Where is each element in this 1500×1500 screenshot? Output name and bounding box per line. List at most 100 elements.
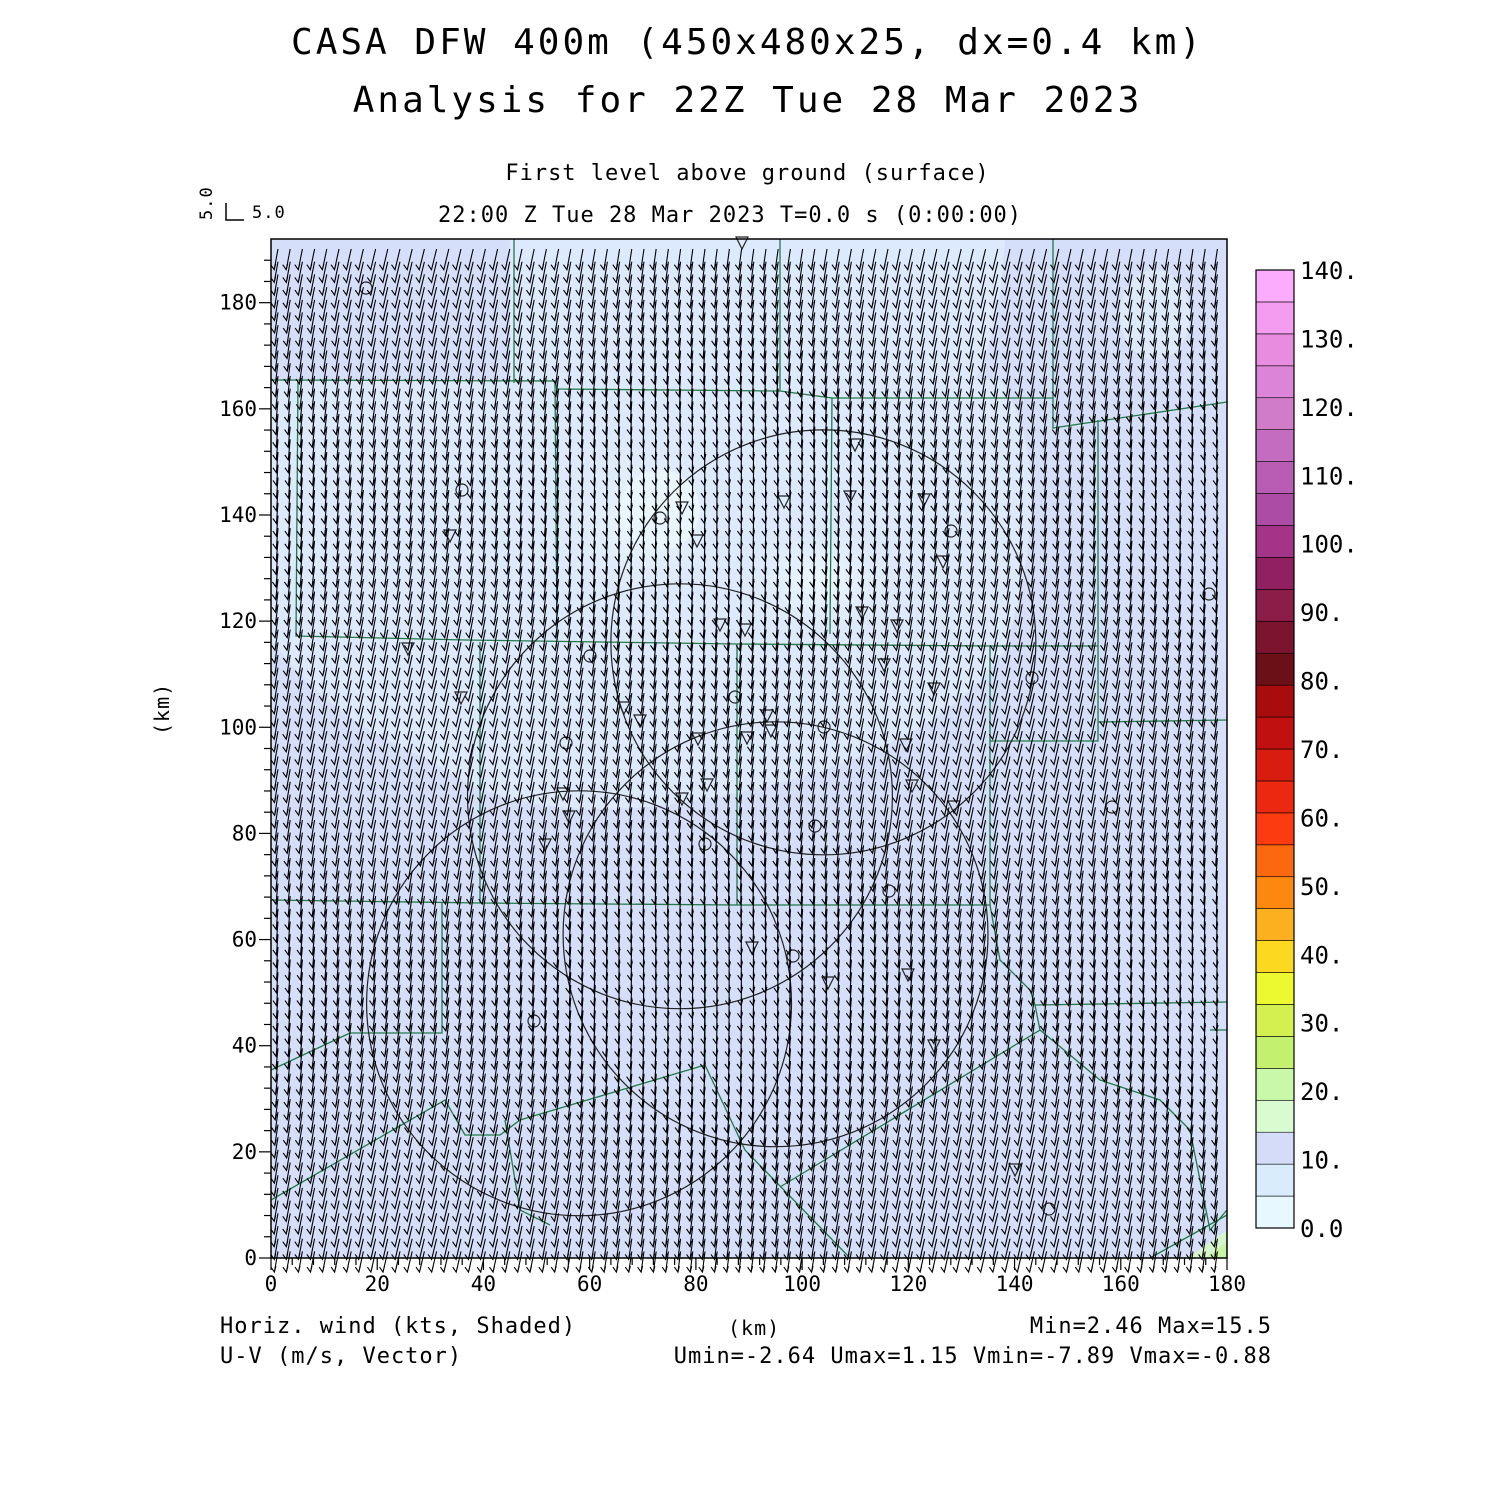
station-triangle-marker	[443, 529, 457, 544]
station-circle-marker	[944, 524, 958, 538]
station-triangle-marker	[745, 941, 759, 956]
station-triangle-marker	[947, 800, 961, 815]
colorbar-swatch	[1255, 1163, 1295, 1197]
colorbar-swatch	[1255, 716, 1295, 750]
reference-vector-u-label: 5.0	[252, 203, 286, 223]
colorbar-label: 70.	[1300, 736, 1343, 764]
colorbar-swatch	[1255, 1068, 1295, 1101]
colorbar-swatch	[1255, 1004, 1295, 1037]
y-tick-label: 180	[219, 291, 257, 315]
x-tick-label: 20	[365, 1272, 390, 1296]
y-tick-label: 0	[244, 1246, 257, 1270]
colorbar-label: 0.0	[1300, 1215, 1343, 1243]
station-triangle-marker	[454, 691, 468, 706]
station-triangle-marker	[633, 714, 647, 729]
x-tick-label: 60	[577, 1272, 602, 1296]
colorbar-swatch	[1255, 333, 1295, 367]
colorbar-swatch	[1255, 1195, 1295, 1229]
station-triangle-marker	[556, 787, 570, 802]
colorbar-swatch	[1255, 429, 1295, 462]
colorbar-label: 100.	[1300, 531, 1358, 559]
colorbar-swatch	[1255, 748, 1295, 782]
y-tick-label: 100	[219, 715, 257, 739]
min-max-readout: Min=2.46 Max=15.5	[1029, 1314, 1272, 1339]
colorbar-swatch	[1255, 684, 1295, 718]
station-triangle-marker	[821, 976, 835, 991]
colorbar-label: 80.	[1300, 668, 1343, 696]
colorbar-label: 50.	[1300, 873, 1343, 901]
station-triangle-marker	[760, 709, 774, 724]
colorbar-swatch	[1255, 589, 1295, 622]
colorbar-swatch	[1255, 365, 1295, 399]
station-triangle-marker	[877, 658, 891, 673]
station-triangle-marker	[890, 619, 904, 634]
colorbar-swatch	[1255, 461, 1295, 494]
colorbar-label: 20.	[1300, 1078, 1343, 1106]
station-circle-marker	[786, 949, 800, 963]
station-circle-marker	[1202, 587, 1216, 601]
colorbar-swatch	[1255, 812, 1295, 846]
colorbar-label: 110.	[1300, 462, 1358, 490]
y-tick-label: 120	[219, 609, 257, 633]
y-tick-label: 60	[232, 928, 257, 952]
station-circle-marker	[882, 884, 896, 898]
colorbar-swatch	[1255, 557, 1295, 590]
colorbar-label: 130.	[1300, 325, 1358, 353]
y-tick-label: 40	[232, 1034, 257, 1058]
y-tick-label: 20	[232, 1140, 257, 1164]
colorbar-label: 30.	[1300, 1010, 1343, 1038]
station-circle-marker	[455, 483, 469, 497]
colorbar-swatch	[1255, 876, 1295, 909]
x-tick-label: 120	[889, 1272, 927, 1296]
x-tick-label: 40	[471, 1272, 496, 1296]
colorbar-swatch	[1255, 525, 1295, 558]
uv-stats-readout: Umin=-2.64 Umax=1.15 Vmin=-7.89 Vmax=-0.…	[673, 1344, 1272, 1369]
reference-vector-icon	[225, 203, 244, 221]
station-triangle-marker	[764, 724, 778, 739]
colorbar-swatch	[1255, 620, 1295, 654]
y-tick-label: 160	[219, 397, 257, 421]
colorbar-label: 90.	[1300, 599, 1343, 627]
x-tick-label: 180	[1208, 1272, 1246, 1296]
shading-field-label: Horiz. wind (kts, Shaded)	[220, 1314, 577, 1339]
colorbar-swatch	[1255, 1131, 1295, 1165]
station-circle-marker	[653, 511, 667, 525]
colorbar-swatch	[1255, 269, 1295, 303]
colorbar-swatch	[1255, 908, 1295, 941]
station-triangle-marker	[690, 534, 704, 549]
colorbar-swatch	[1255, 972, 1295, 1005]
colorbar-swatch	[1255, 493, 1295, 526]
x-tick-label: 80	[683, 1272, 708, 1296]
radar-range-ring	[365, 790, 793, 1217]
colorbar-label: 60.	[1300, 804, 1343, 832]
vector-field-label: U-V (m/s, Vector)	[220, 1344, 463, 1369]
station-triangle-marker	[617, 701, 631, 716]
station-triangle-marker	[848, 438, 862, 453]
station-circle-marker	[808, 819, 822, 833]
subtitle-level: First level above ground (surface)	[505, 161, 990, 186]
colorbar-label: 120.	[1300, 394, 1358, 422]
station-circle-marker	[1042, 1202, 1056, 1216]
title-line-2: Analysis for 22Z Tue 28 Mar 2023	[352, 80, 1143, 121]
station-circle-marker	[1025, 671, 1039, 685]
wind-vector-arrows	[270, 248, 1219, 1274]
colorbar-swatch	[1255, 940, 1295, 973]
y-tick-label: 80	[232, 821, 257, 845]
title-line-1: CASA DFW 400m (450x480x25, dx=0.4 km)	[291, 22, 1204, 63]
x-tick-label: 0	[265, 1272, 278, 1296]
colorbar-frame	[1255, 269, 1295, 1229]
colorbar-swatch	[1255, 1036, 1295, 1069]
colorbar-label: 140.	[1300, 257, 1358, 285]
wind-vector-field	[270, 248, 1219, 1274]
colorbar-swatch	[1255, 780, 1295, 814]
axes: 0 20 40 60 80 100 120 140 160 180 0 20 40 60 80 100 120 1…	[219, 259, 1246, 1296]
colorbar-swatch	[1255, 397, 1295, 430]
x-axis-label: (km)	[728, 1316, 781, 1340]
colorbar: 0.0 10. 20. 30. 40. 50. 60. 70. 80. 90. 100. 110. 12…	[1255, 257, 1358, 1243]
station-triangle-marker	[691, 732, 705, 747]
y-tick-label: 140	[219, 503, 257, 527]
x-tick-label: 100	[783, 1272, 821, 1296]
colorbar-swatch	[1255, 652, 1295, 686]
colorbar-swatch	[1255, 1099, 1295, 1133]
